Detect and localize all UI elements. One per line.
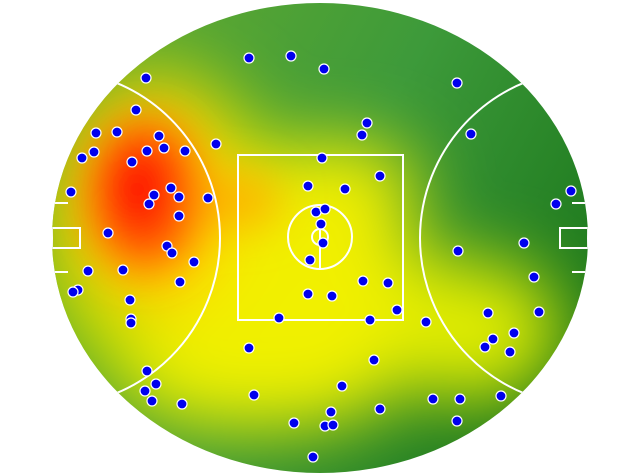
- point: [465, 128, 477, 140]
- point: [166, 247, 178, 259]
- point: [565, 185, 577, 197]
- point: [210, 138, 222, 150]
- point: [374, 403, 386, 415]
- point: [508, 327, 520, 339]
- point: [243, 342, 255, 354]
- point: [273, 312, 285, 324]
- point: [173, 210, 185, 222]
- point: [176, 398, 188, 410]
- point: [285, 50, 297, 62]
- point: [451, 77, 463, 89]
- point: [148, 189, 160, 201]
- point: [141, 145, 153, 157]
- point: [88, 146, 100, 158]
- point: [126, 156, 138, 168]
- point: [325, 406, 337, 418]
- point: [82, 265, 94, 277]
- point: [302, 288, 314, 300]
- point: [319, 203, 331, 215]
- point: [130, 104, 142, 116]
- point: [90, 127, 102, 139]
- point: [188, 256, 200, 268]
- point: [146, 395, 158, 407]
- point: [318, 63, 330, 75]
- point: [173, 191, 185, 203]
- point: [124, 294, 136, 306]
- point: [326, 290, 338, 302]
- point: [336, 380, 348, 392]
- points: [65, 50, 577, 463]
- point: [361, 117, 373, 129]
- point: [153, 130, 165, 142]
- point: [315, 218, 327, 230]
- point: [143, 198, 155, 210]
- point: [504, 346, 516, 358]
- point: [482, 307, 494, 319]
- point: [479, 341, 491, 353]
- point: [243, 52, 255, 64]
- point: [495, 390, 507, 402]
- point: [125, 317, 137, 329]
- point: [307, 451, 319, 463]
- point: [302, 180, 314, 192]
- point: [67, 286, 79, 298]
- point: [140, 72, 152, 84]
- point: [141, 365, 153, 377]
- point: [327, 419, 339, 431]
- point: [518, 237, 530, 249]
- point: [533, 306, 545, 318]
- point: [487, 333, 499, 345]
- point: [150, 378, 162, 390]
- point: [117, 264, 129, 276]
- point: [357, 275, 369, 287]
- point: [451, 415, 463, 427]
- point: [316, 152, 328, 164]
- point: [382, 277, 394, 289]
- point: [202, 192, 214, 204]
- point: [420, 316, 432, 328]
- point: [288, 417, 300, 429]
- point: [248, 389, 260, 401]
- point: [368, 354, 380, 366]
- point: [528, 271, 540, 283]
- point: [139, 385, 151, 397]
- point: [452, 245, 464, 257]
- point: [356, 129, 368, 141]
- point: [391, 304, 403, 316]
- point: [317, 237, 329, 249]
- point: [158, 142, 170, 154]
- point: [364, 314, 376, 326]
- point: [174, 276, 186, 288]
- point: [65, 186, 77, 198]
- point: [165, 182, 177, 194]
- point: [374, 170, 386, 182]
- point: [454, 393, 466, 405]
- point: [76, 152, 88, 164]
- point: [304, 254, 316, 266]
- point: [179, 145, 191, 157]
- point: [111, 126, 123, 138]
- point: [339, 183, 351, 195]
- point: [427, 393, 439, 405]
- point: [102, 227, 114, 239]
- point: [550, 198, 562, 210]
